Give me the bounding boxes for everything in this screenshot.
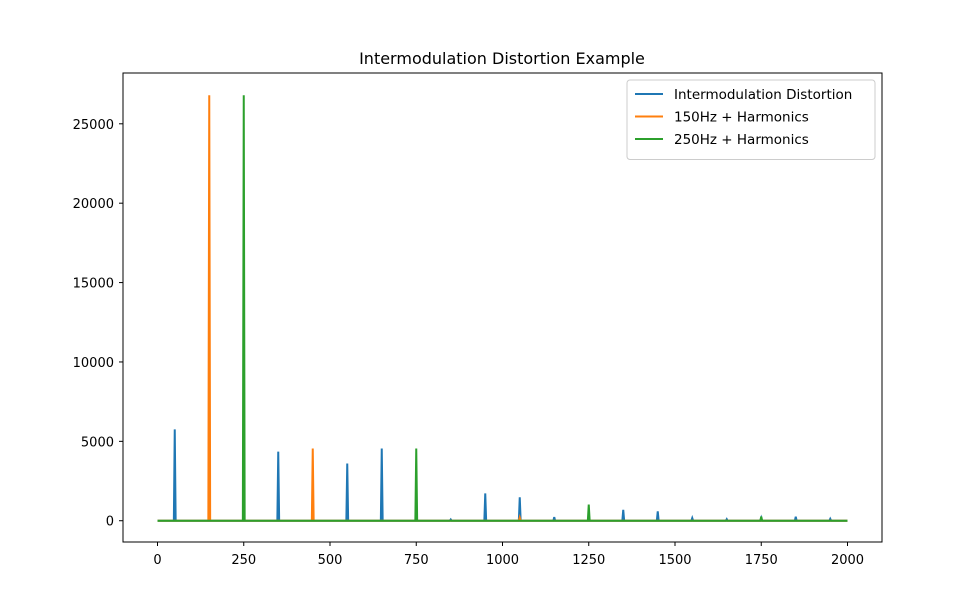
x-tick-label: 1250 xyxy=(572,553,605,568)
y-tick-label: 0 xyxy=(106,515,114,530)
x-tick-label: 2000 xyxy=(831,553,864,568)
x-tick-label: 1000 xyxy=(486,553,519,568)
x-tick-label: 500 xyxy=(318,553,343,568)
legend-label: 250Hz + Harmonics xyxy=(674,132,809,148)
y-tick-label: 20000 xyxy=(73,197,114,212)
legend-label: Intermodulation Distortion xyxy=(674,87,852,103)
x-tick-label: 0 xyxy=(153,553,161,568)
y-tick-label: 25000 xyxy=(73,118,114,133)
x-tick-label: 1750 xyxy=(745,553,778,568)
x-tick-label: 250 xyxy=(231,553,256,568)
x-tick-label: 1500 xyxy=(658,553,691,568)
y-tick-label: 15000 xyxy=(73,277,114,292)
x-tick-label: 750 xyxy=(404,553,429,568)
legend-label: 150Hz + Harmonics xyxy=(674,110,809,126)
legend: Intermodulation Distortion 150Hz + Harmon… xyxy=(627,80,875,160)
y-tick-label: 10000 xyxy=(73,356,114,371)
chart-title: Intermodulation Distortion Example xyxy=(359,49,645,68)
y-tick-label: 5000 xyxy=(81,435,114,450)
